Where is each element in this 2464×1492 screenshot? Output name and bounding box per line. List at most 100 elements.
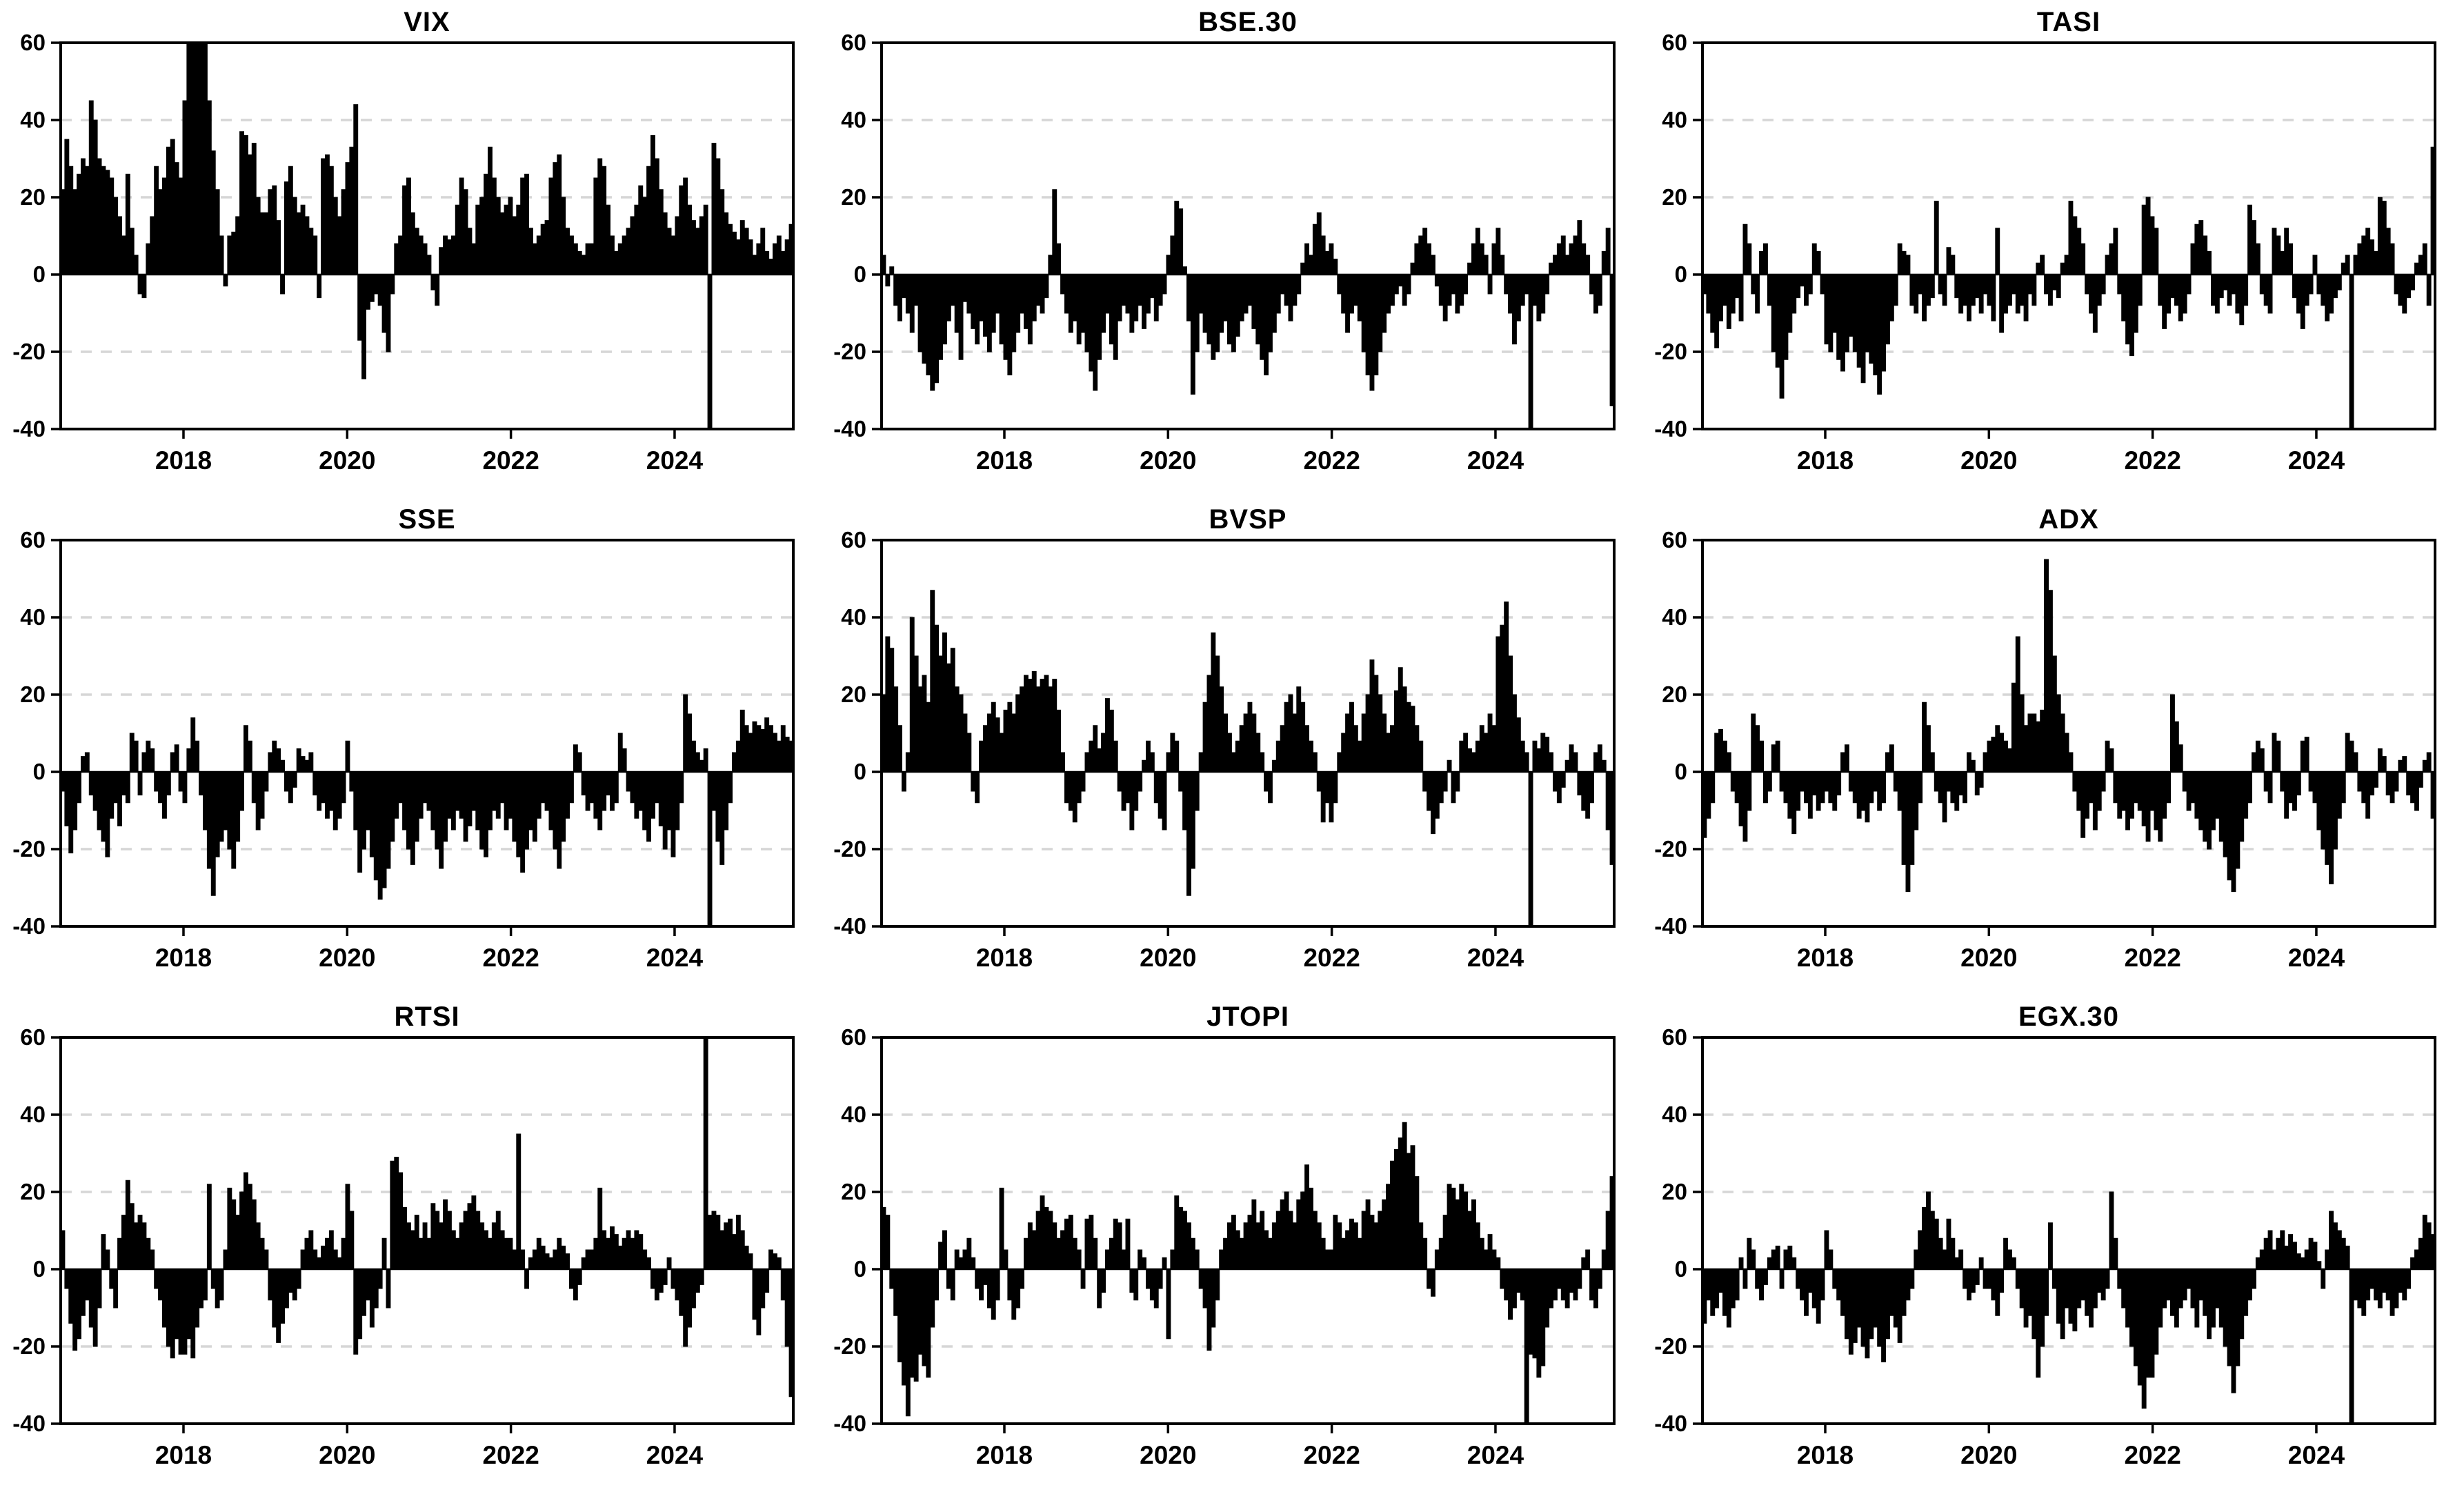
- y-tick-label: 0: [1675, 1256, 1687, 1282]
- chart-title-jtopi: JTOPI: [1206, 1002, 1289, 1032]
- x-tick-label: 2024: [646, 446, 704, 475]
- y-tick-label: 60: [1662, 30, 1687, 55]
- x-tick-label: 2024: [1467, 446, 1524, 475]
- x-tick-label: 2022: [482, 1441, 539, 1469]
- y-tick-label: 40: [20, 107, 46, 132]
- x-tick-label: 2022: [482, 944, 539, 972]
- y-tick-label: 40: [841, 604, 866, 630]
- y-tick-label: -40: [12, 913, 46, 939]
- chart-panel-jtopi: JTOPI 60 40 20 0 -20 -40 2018 2020 2022 2024: [821, 995, 1642, 1492]
- x-tick-label: 2020: [1960, 446, 2017, 475]
- y-tick-label: -20: [12, 1333, 46, 1359]
- x-tick-label: 2020: [1140, 1441, 1196, 1469]
- y-tick-label: 40: [20, 1102, 46, 1127]
- chart-plot-vix: 60 40 20 0 -20 -40 2018 2020 2022 2024: [12, 30, 795, 475]
- x-tick-label: 2018: [976, 446, 1033, 475]
- y-tick-label: -40: [1654, 913, 1687, 939]
- y-tick-label: 40: [1662, 1102, 1687, 1127]
- chart-title-bvsp: BVSP: [1209, 504, 1287, 535]
- y-tick-label: 20: [841, 1179, 866, 1204]
- y-tick-label: 60: [20, 1024, 46, 1050]
- y-tick-label: 0: [854, 759, 866, 784]
- chart-panel-tasi: TASI 60 40 20 0 -20 -40 2018 2020 2022 2024: [1642, 0, 2464, 497]
- y-tick-label: -20: [1654, 339, 1687, 364]
- y-tick-label: 0: [1675, 759, 1687, 784]
- y-tick-label: 0: [854, 261, 866, 287]
- y-tick-label: 20: [1662, 682, 1687, 707]
- y-tick-label: 60: [841, 30, 866, 55]
- x-tick-label: 2022: [1303, 446, 1360, 475]
- x-tick-label: 2024: [646, 1441, 704, 1469]
- y-tick-label: -40: [1654, 416, 1687, 441]
- chart-plot-bse30: 60 40 20 0 -20 -40 2018 2020 2022 2024: [833, 30, 1616, 475]
- y-tick-label: 20: [20, 184, 46, 210]
- x-tick-label: 2024: [2288, 944, 2345, 972]
- x-tick-label: 2020: [319, 446, 375, 475]
- x-tick-label: 2018: [155, 944, 212, 972]
- chart-title-sse: SSE: [398, 504, 456, 535]
- y-tick-label: 60: [1662, 1024, 1687, 1050]
- y-tick-label: -20: [833, 836, 866, 862]
- y-tick-label: 20: [20, 682, 46, 707]
- x-tick-label: 2022: [1303, 1441, 1360, 1469]
- chart-title-egx30: EGX.30: [2018, 1002, 2120, 1032]
- chart-title-tasi: TASI: [2036, 7, 2101, 37]
- chart-panel-sse: SSE 60 40 20 0 -20 -40 2018 2020 2022 2024: [0, 497, 821, 995]
- y-tick-label: -20: [833, 339, 866, 364]
- chart-panel-vix: VIX 60 40 20 0 -20 -40 2018 2020 2022 2024: [0, 0, 821, 497]
- x-tick-label: 2022: [482, 446, 539, 475]
- chart-title-adx: ADX: [2038, 504, 2099, 535]
- y-tick-label: 60: [841, 527, 866, 553]
- y-tick-label: -40: [1654, 1411, 1687, 1436]
- x-tick-label: 2022: [2124, 446, 2180, 475]
- chart-panel-bvsp: BVSP 60 40 20 0 -20 -40 2018 2020 2022 2024: [821, 497, 1642, 995]
- y-tick-label: -20: [12, 339, 46, 364]
- chart-plot-tasi: 60 40 20 0 -20 -40 2018 2020 2022 2024: [1654, 30, 2436, 475]
- y-tick-label: 0: [33, 261, 46, 287]
- y-tick-label: 60: [20, 30, 46, 55]
- x-tick-label: 2018: [1797, 1441, 1854, 1469]
- x-tick-label: 2024: [1467, 944, 1524, 972]
- y-tick-label: -40: [833, 416, 866, 441]
- y-tick-label: 20: [20, 1179, 46, 1204]
- y-tick-label: -40: [12, 416, 46, 441]
- x-tick-label: 2018: [976, 944, 1033, 972]
- chart-title-rtsi: RTSI: [394, 1002, 460, 1032]
- y-tick-label: -20: [12, 836, 46, 862]
- x-tick-label: 2020: [319, 1441, 375, 1469]
- y-tick-label: -40: [833, 913, 866, 939]
- chart-plot-jtopi: 60 40 20 0 -20 -40 2018 2020 2022 2024: [833, 1024, 1616, 1469]
- chart-plot-sse: 60 40 20 0 -20 -40 2018 2020 2022 2024: [12, 527, 795, 972]
- x-tick-label: 2020: [1140, 446, 1196, 475]
- x-tick-label: 2022: [1303, 944, 1360, 972]
- y-tick-label: -40: [833, 1411, 866, 1436]
- y-tick-label: 60: [20, 527, 46, 553]
- x-tick-label: 2018: [155, 1441, 212, 1469]
- y-tick-label: 60: [841, 1024, 866, 1050]
- x-tick-label: 2020: [1140, 944, 1196, 972]
- y-tick-label: 40: [841, 1102, 866, 1127]
- y-tick-label: 20: [1662, 1179, 1687, 1204]
- x-tick-label: 2024: [1467, 1441, 1524, 1469]
- y-tick-label: 40: [20, 604, 46, 630]
- y-tick-label: 40: [841, 107, 866, 132]
- y-tick-label: -20: [1654, 836, 1687, 862]
- x-tick-label: 2024: [2288, 1441, 2345, 1469]
- y-tick-label: 20: [841, 184, 866, 210]
- chart-plot-egx30: 60 40 20 0 -20 -40 2018 2020 2022 2024: [1654, 1024, 2436, 1469]
- y-tick-label: -40: [12, 1411, 46, 1436]
- x-tick-label: 2020: [319, 944, 375, 972]
- chart-panel-bse30: BSE.30 60 40 20 0 -20 -40 2018 2020 2022 2024: [821, 0, 1642, 497]
- y-tick-label: 0: [1675, 261, 1687, 287]
- x-tick-label: 2018: [1797, 446, 1854, 475]
- x-tick-label: 2020: [1960, 1441, 2017, 1469]
- chart-panel-egx30: EGX.30 60 40 20 0 -20 -40 2018 2020 2022 2024: [1642, 995, 2464, 1492]
- y-tick-label: 20: [1662, 184, 1687, 210]
- x-tick-label: 2018: [976, 1441, 1033, 1469]
- chart-title-bse30: BSE.30: [1198, 7, 1298, 37]
- x-tick-label: 2018: [155, 446, 212, 475]
- chart-plot-rtsi: 60 40 20 0 -20 -40 2018 2020 2022 2024: [12, 1024, 795, 1469]
- chart-title-vix: VIX: [404, 7, 450, 37]
- chart-plot-bvsp: 60 40 20 0 -20 -40 2018 2020 2022 2024: [833, 527, 1616, 972]
